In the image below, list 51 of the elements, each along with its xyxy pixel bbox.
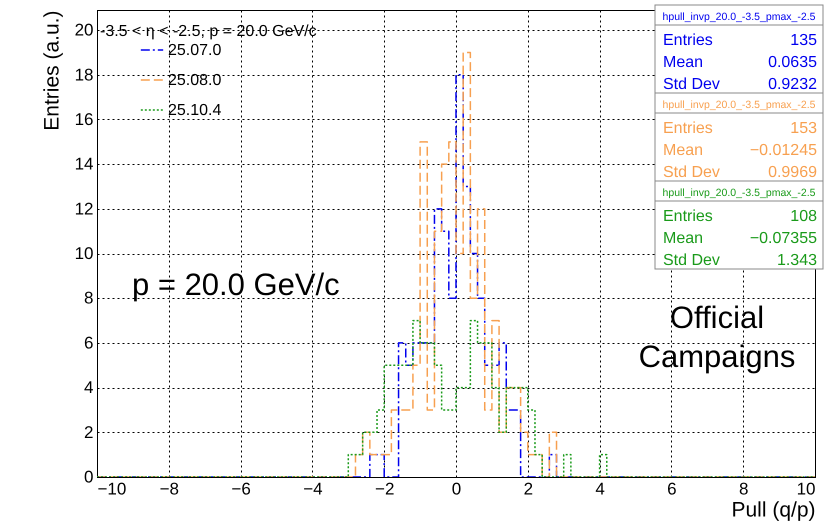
- annotation: Std Dev: [663, 76, 720, 93]
- legend-label: 25.07.0: [168, 42, 222, 59]
- x-tick-label: 4: [595, 480, 605, 498]
- annotation: Mean: [663, 230, 704, 247]
- annotation: hpull_invp_20.0_-3.5_pmax_-2.5: [662, 99, 816, 111]
- x-tick-label: 6: [667, 480, 677, 498]
- annotation: hpull_invp_20.0_-3.5_pmax_-2.5: [662, 11, 816, 23]
- y-tick-label: 4: [84, 378, 94, 398]
- legend-label: 25.10.4: [168, 102, 222, 119]
- y-tick-label: 20: [74, 20, 94, 40]
- annotation: p = 20.0 GeV/c: [132, 267, 340, 302]
- x-tick-label: −6: [231, 480, 251, 498]
- annotation: Official: [670, 300, 764, 335]
- x-axis-title: Pull (q/p): [731, 498, 816, 522]
- annotation: 135: [790, 32, 818, 49]
- y-tick-label: 10: [74, 244, 94, 264]
- x-tick-label: 2: [524, 480, 534, 498]
- annotation: 0.0635: [768, 54, 818, 71]
- y-tick-label: 16: [74, 110, 94, 129]
- y-tick-label: 6: [84, 333, 94, 352]
- y-axis-title: Entries (a.u.): [40, 10, 64, 131]
- annotation: Entries: [663, 32, 713, 49]
- annotation: 1.343: [776, 252, 818, 269]
- annotation: 0.9232: [768, 76, 818, 93]
- x-tick-label: −4: [303, 480, 323, 498]
- annotation: Entries: [663, 120, 713, 137]
- y-tick-label: 0: [84, 468, 94, 486]
- annotation: −0.01245: [750, 142, 818, 159]
- x-tick-label: 8: [738, 480, 748, 498]
- x-tick-label: −8: [160, 480, 179, 498]
- annotation: 153: [790, 120, 818, 137]
- annotation: Mean: [663, 142, 704, 159]
- annotation: Std Dev: [663, 164, 720, 181]
- x-tick-label: −10: [98, 480, 126, 498]
- annotation: Mean: [663, 54, 704, 71]
- legend-label: 25.08.0: [168, 72, 222, 89]
- y-tick-label: 8: [84, 288, 94, 308]
- annotation: −0.07355: [750, 230, 818, 247]
- annotation: Campaigns: [638, 339, 796, 374]
- y-tick-label: 18: [74, 65, 94, 84]
- y-tick-label: 12: [74, 199, 94, 218]
- annotation: hpull_invp_20.0_-3.5_pmax_-2.5: [662, 187, 816, 199]
- y-tick-label: 14: [74, 154, 94, 174]
- annotation: Std Dev: [663, 252, 720, 269]
- annotation: 108: [790, 208, 818, 225]
- annotation: 0.9969: [768, 164, 818, 181]
- annotation: Entries: [663, 208, 713, 225]
- x-tick-label: 0: [452, 480, 462, 498]
- x-tick-label: −2: [375, 480, 394, 498]
- y-tick-label: 2: [84, 422, 94, 442]
- x-tick-label: 10: [796, 480, 816, 498]
